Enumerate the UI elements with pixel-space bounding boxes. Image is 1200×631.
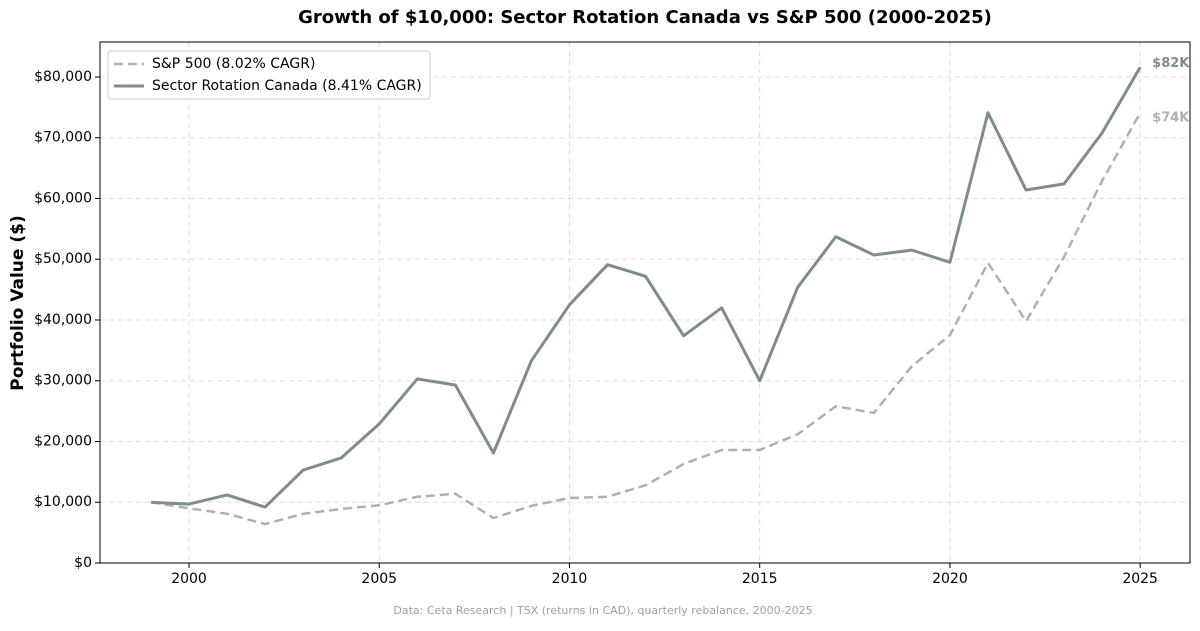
- y-tick-label: $60,000: [34, 190, 92, 206]
- legend-label: S&P 500 (8.02% CAGR): [152, 56, 315, 72]
- y-tick-label: $10,000: [34, 494, 92, 510]
- x-tick-label: 2025: [1122, 571, 1158, 587]
- end-label: $82K: [1152, 56, 1190, 71]
- legend: S&P 500 (8.02% CAGR) Sector Rotation Cana…: [107, 50, 431, 100]
- y-tick-label: $30,000: [34, 373, 92, 389]
- series-line: [150, 112, 1142, 526]
- x-tick-label: 2010: [552, 571, 588, 587]
- y-tick-label: $70,000: [34, 130, 92, 146]
- legend-label: Sector Rotation Canada (8.41% CAGR): [152, 78, 422, 94]
- y-tick-label: $80,000: [34, 69, 92, 85]
- plot-frame: [99, 41, 1191, 564]
- end-label: $74K: [1152, 110, 1190, 125]
- series-line: [150, 66, 1142, 509]
- y-tick-label: $40,000: [34, 312, 92, 328]
- x-tick-label: 2000: [171, 571, 207, 587]
- y-tick-label: $0: [74, 555, 92, 571]
- x-tick-label: 2015: [742, 571, 778, 587]
- chart-title: Growth of $10,000: Sector Rotation Canad…: [298, 7, 992, 28]
- x-tick-label: 2005: [361, 571, 397, 587]
- y-tick-label: $50,000: [34, 251, 92, 267]
- source-note: Data: Ceta Research | TSX (returns in CA…: [393, 604, 812, 617]
- legend-box: [107, 50, 431, 100]
- y-axis-label: Portfolio Value ($): [8, 215, 28, 390]
- x-tick-label: 2020: [932, 571, 968, 587]
- y-tick-label: $20,000: [34, 433, 92, 449]
